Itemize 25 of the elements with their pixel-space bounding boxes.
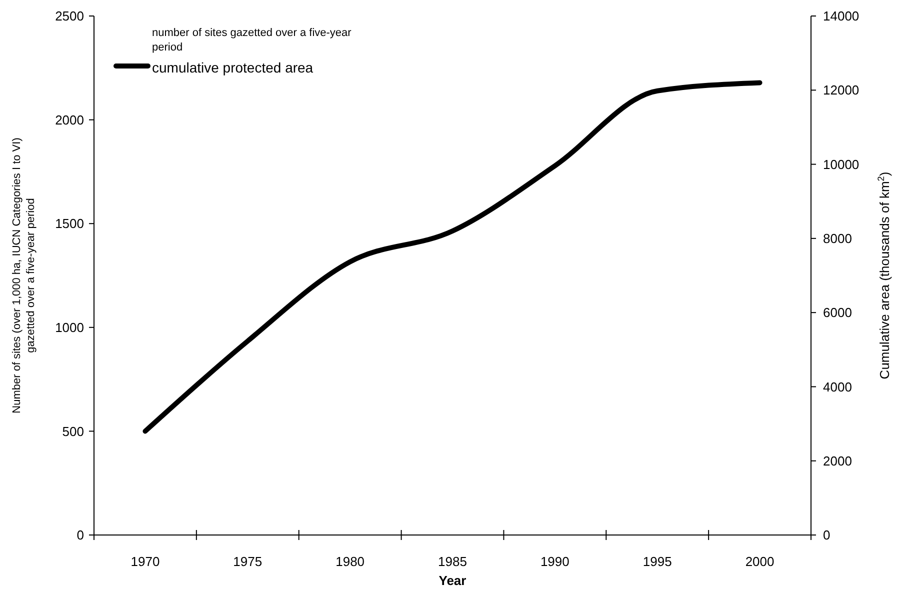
y2-tick-label: 10000 (823, 156, 860, 172)
y-tick-label: 1000 (55, 320, 84, 335)
x-tick-label: 2000 (745, 554, 774, 569)
x-tick-label: 1990 (540, 554, 570, 569)
y2-tick-label: 6000 (823, 305, 852, 320)
y2-tick-label: 12000 (823, 82, 860, 98)
x-tick-label: 1975 (233, 554, 262, 569)
x-tick-label: 1970 (130, 554, 160, 569)
y-tick-label: 500 (62, 424, 84, 439)
y2-tick-label: 8000 (823, 230, 852, 246)
x-axis-title: Year (438, 573, 466, 588)
y2-tick-label: 4000 (823, 379, 852, 394)
y-tick-label: 1500 (55, 216, 84, 232)
y-tick-label: 2000 (55, 112, 84, 128)
y-axis-title: Number of sites (over 1,000 ha, IUCN Categories I to VI) gazetted over a five-year period (11, 138, 37, 414)
y2-tick-label: 2000 (823, 453, 852, 468)
x-tick-label: 1980 (336, 554, 365, 569)
y2-tick-label: 0 (823, 528, 830, 543)
x-tick-label: 1995 (642, 554, 672, 569)
x-tick-label: 1985 (438, 554, 467, 569)
y2-tick-label: 14000 (823, 8, 860, 24)
annotation: number of sites gazetted over a five-year period (152, 27, 352, 54)
y-tick-label: 0 (76, 528, 84, 543)
legend-label: cumulative protected area (152, 59, 314, 76)
y-tick-label: 2500 (55, 8, 84, 24)
